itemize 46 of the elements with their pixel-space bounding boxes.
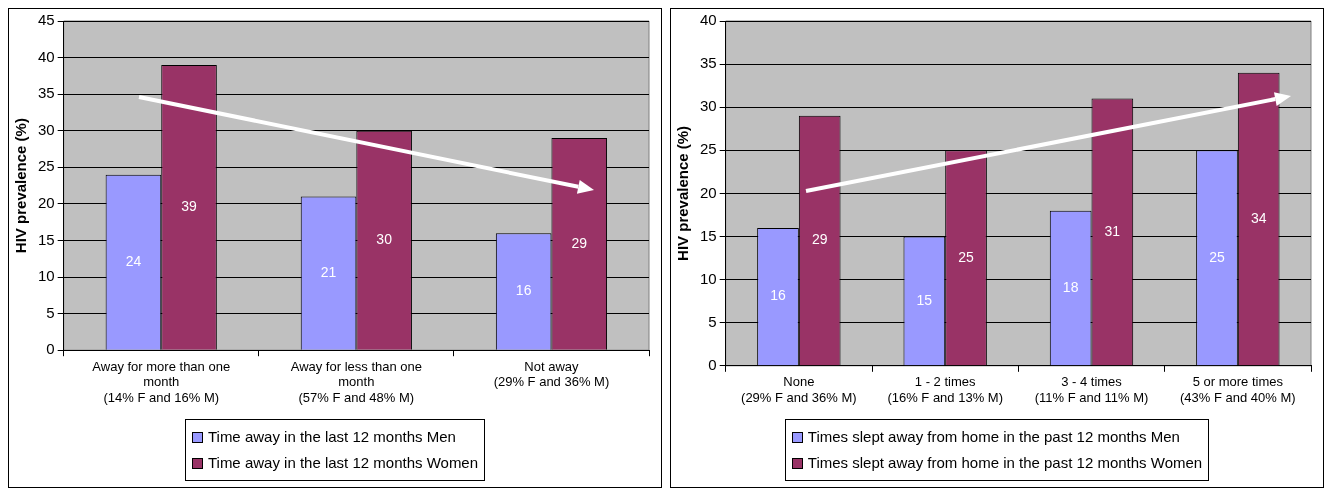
- x-tick-label: Away for less than one month (57% F and 48% M): [290, 358, 422, 405]
- y-tick-label: 25: [700, 140, 717, 158]
- data-label: 31: [1104, 222, 1121, 239]
- x-tick-label: 1 - 2 times (16% F and 13% M): [887, 374, 1003, 405]
- data-label: 39: [181, 198, 198, 215]
- data-label: 29: [571, 234, 588, 251]
- x-tick-label: None (29% F and 36% M): [741, 374, 857, 405]
- data-label: 18: [1062, 278, 1079, 295]
- data-label: 15: [916, 291, 933, 308]
- legend-label: Time away in the last 12 months Men: [207, 427, 456, 447]
- y-tick-label: 15: [700, 226, 717, 244]
- x-tick-label: Not away (29% F and 36% M): [493, 358, 610, 390]
- data-label: 25: [1209, 248, 1225, 265]
- y-tick-label: 30: [700, 97, 717, 115]
- y-tick-label: 0: [708, 355, 717, 373]
- x-tick-label: Away for more than one month (14% F and 16% M): [92, 358, 231, 405]
- legend-label: Times slept away from home in the past 12 months Women: [807, 453, 1203, 473]
- y-tick-label: 45: [38, 11, 55, 29]
- y-tick-label: 25: [38, 157, 55, 175]
- y-tick-label: 20: [700, 183, 717, 201]
- y-tick-label: 35: [38, 84, 55, 102]
- y-tick-label: 35: [700, 54, 717, 72]
- legend-label: Times slept away from home in the past 12 months Men: [807, 427, 1180, 447]
- data-label: 16: [770, 287, 786, 304]
- x-tick-label: 5 or more times (43% F and 40% M): [1180, 374, 1296, 405]
- y-axis-title: HIV prevalence (%): [674, 125, 692, 261]
- y-tick-label: 0: [46, 340, 55, 358]
- data-label: 16: [515, 282, 532, 299]
- y-tick-label: 40: [700, 11, 717, 29]
- y-tick-label: 30: [38, 120, 55, 138]
- legend-label: Time away in the last 12 months Women: [207, 453, 479, 473]
- y-tick-label: 20: [38, 194, 55, 212]
- y-tick-label: 5: [708, 312, 717, 330]
- data-label: 30: [376, 231, 393, 248]
- y-tick-label: 10: [700, 269, 717, 287]
- data-label: 25: [958, 248, 975, 265]
- data-label: 29: [811, 231, 828, 248]
- data-label: 24: [125, 253, 142, 270]
- y-tick-label: 10: [38, 267, 55, 285]
- data-label: 34: [1250, 209, 1267, 226]
- y-tick-label: 15: [38, 230, 55, 248]
- y-tick-label: 5: [46, 303, 55, 321]
- y-axis-title: HIV prevalence (%): [12, 118, 30, 254]
- y-tick-label: 40: [38, 47, 55, 65]
- data-label: 21: [320, 264, 337, 280]
- x-tick-label: 3 - 4 times (11% F and 11% M): [1034, 374, 1149, 405]
